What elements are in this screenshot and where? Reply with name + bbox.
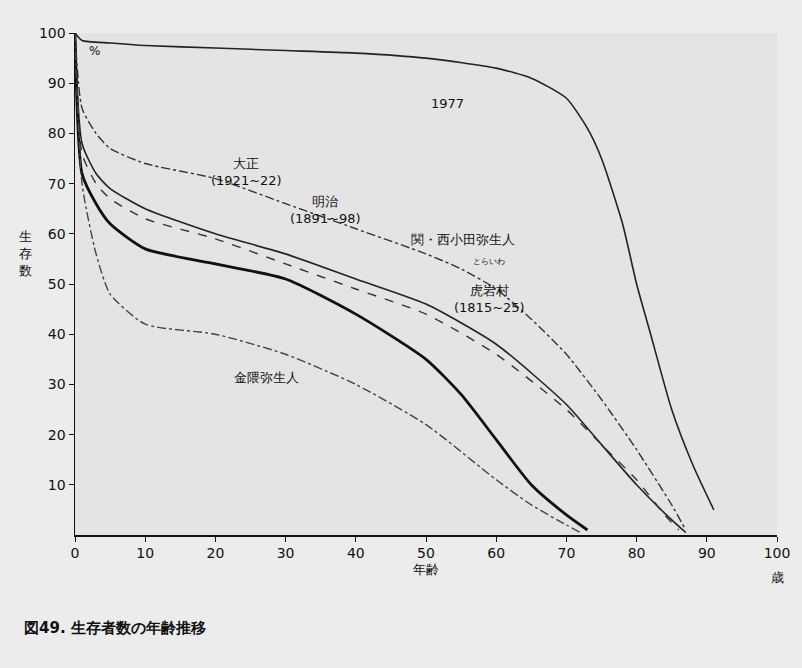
svg-text:明治(1891~98): 明治(1891~98) <box>290 194 361 226</box>
svg-text:70: 70 <box>557 545 575 561</box>
svg-text:1977: 1977 <box>431 96 464 111</box>
svg-text:歳: 歳 <box>771 570 784 585</box>
svg-text:100: 100 <box>39 25 66 41</box>
svg-text:図49. 生存者数の年齢推移: 図49. 生存者数の年齢推移 <box>24 619 206 637</box>
svg-text:30: 30 <box>277 545 295 561</box>
svg-text:60: 60 <box>48 226 66 242</box>
svg-text:20: 20 <box>206 545 224 561</box>
svg-text:60: 60 <box>487 545 505 561</box>
svg-text:100: 100 <box>764 545 791 561</box>
svg-text:生存数: 生存数 <box>19 229 32 278</box>
svg-text:虎岩村(1815~25): 虎岩村(1815~25) <box>454 283 525 315</box>
svg-text:関・西小田弥生人: 関・西小田弥生人 <box>411 232 515 247</box>
svg-text:50: 50 <box>48 276 66 292</box>
svg-text:0: 0 <box>71 545 80 561</box>
svg-text:50: 50 <box>417 545 435 561</box>
svg-text:70: 70 <box>48 176 66 192</box>
svg-text:年齢: 年齢 <box>413 562 439 577</box>
svg-text:90: 90 <box>48 75 66 91</box>
svg-text:10: 10 <box>48 477 66 493</box>
svg-text:80: 80 <box>48 125 66 141</box>
svg-text:40: 40 <box>48 326 66 342</box>
svg-text:とらいわ: とらいわ <box>473 257 505 266</box>
svg-text:%: % <box>89 44 100 58</box>
svg-text:大正(1921~22): 大正(1921~22) <box>211 156 282 188</box>
svg-text:10: 10 <box>136 545 154 561</box>
svg-text:金隈弥生人: 金隈弥生人 <box>234 370 299 385</box>
svg-text:40: 40 <box>347 545 365 561</box>
svg-text:80: 80 <box>628 545 646 561</box>
svg-text:30: 30 <box>48 376 66 392</box>
svg-text:20: 20 <box>48 427 66 443</box>
svg-text:90: 90 <box>698 545 716 561</box>
